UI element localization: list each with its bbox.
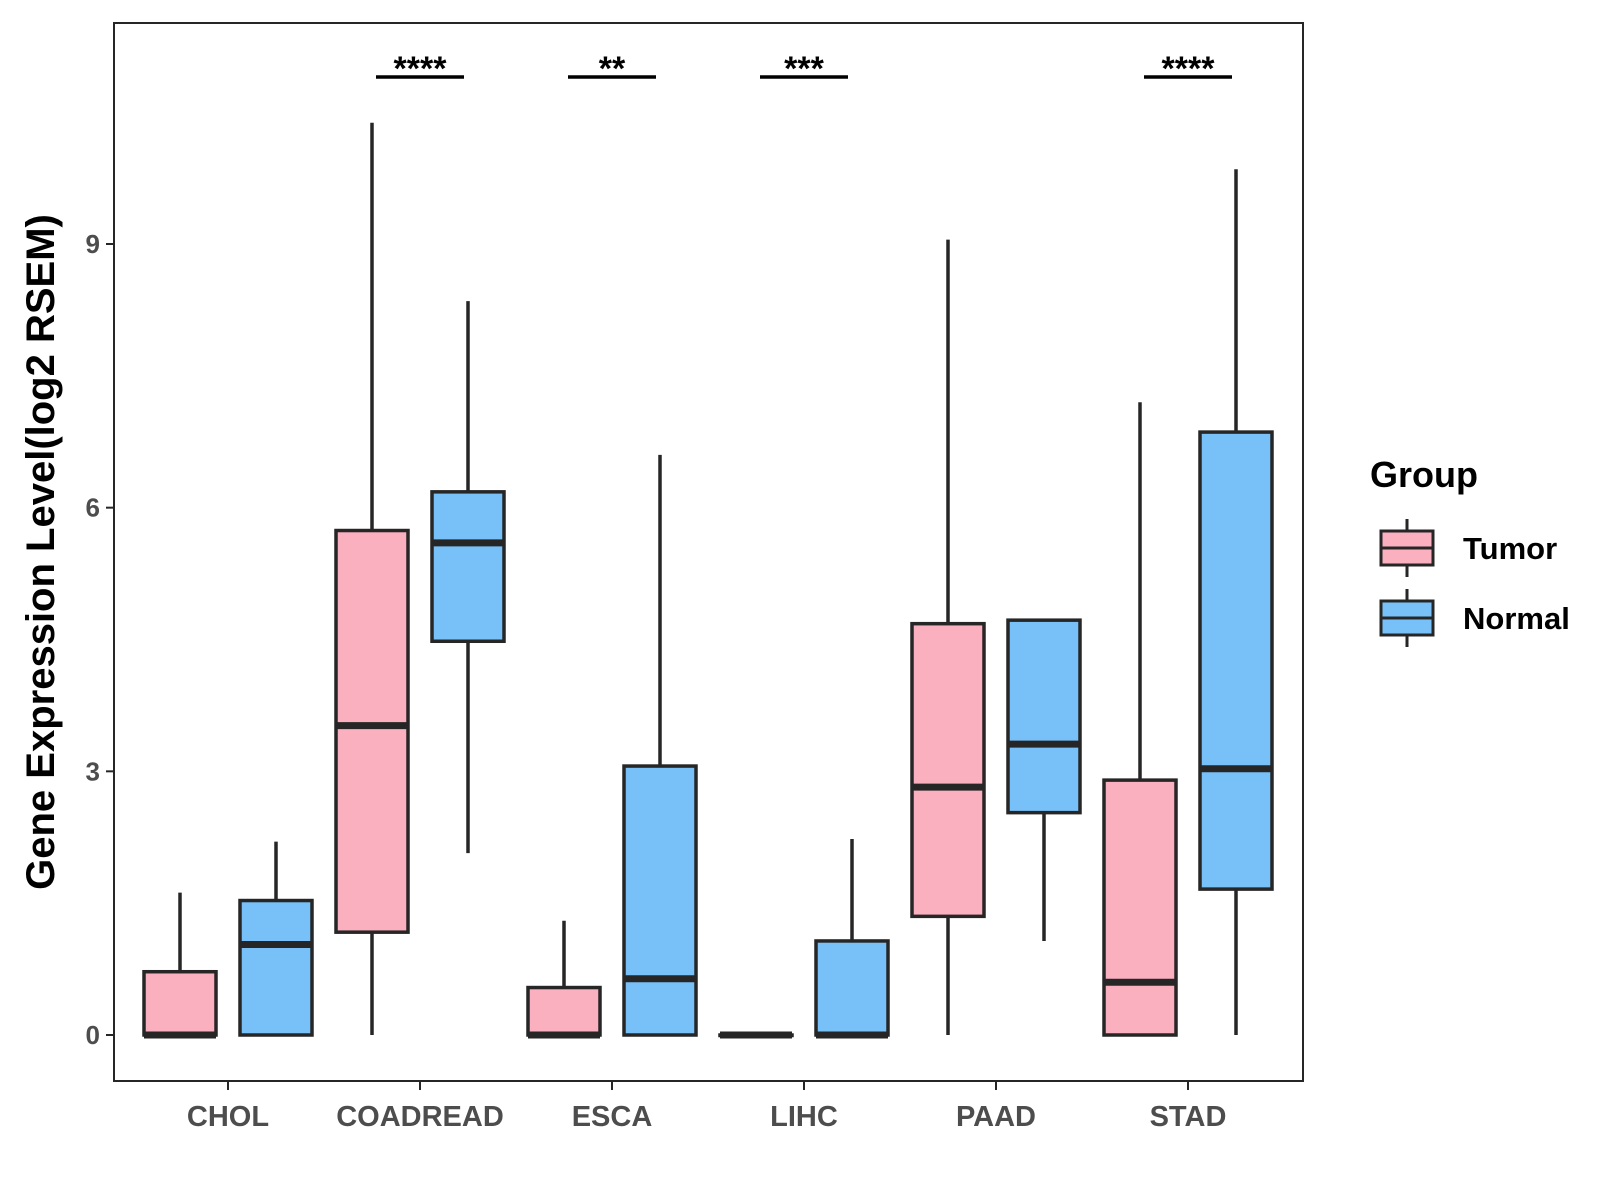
box-tumor-paad: [910, 239, 986, 1035]
plot-panel-border: [113, 22, 1304, 1082]
x-tick-label: LIHC: [770, 1101, 838, 1133]
significance-lihc: ***: [760, 50, 848, 88]
x-tick-label: STAD: [1150, 1101, 1227, 1133]
significance-label: ****: [1162, 50, 1216, 88]
y-axis-title: Gene Expression Level(log2 RSEM): [19, 214, 63, 890]
box-normal-lihc: [814, 839, 890, 1039]
y-tick-label: 0: [86, 1020, 100, 1050]
box-iqr: [430, 490, 506, 644]
x-tick-label: PAAD: [956, 1101, 1036, 1133]
box-tumor-coadread: [334, 122, 410, 1035]
legend-item-tumor: Tumor: [1379, 519, 1557, 577]
box-iqr: [910, 621, 986, 919]
y-tick-label: 3: [86, 756, 100, 786]
box-iqr: [1198, 430, 1274, 891]
x-tick-label: CHOL: [187, 1101, 269, 1133]
box-tumor-stad: [1102, 402, 1178, 1037]
box-iqr: [238, 898, 314, 1037]
y-tick-label: 6: [86, 493, 100, 523]
legend-title: Group: [1370, 454, 1478, 495]
box-iqr: [142, 969, 218, 1037]
box-tumor-chol: [142, 892, 218, 1039]
box-iqr: [622, 764, 698, 1037]
box-iqr: [814, 939, 890, 1037]
box-normal-coadread: [430, 301, 506, 854]
box-tumor-lihc: [718, 1031, 794, 1039]
box-iqr: [1102, 778, 1178, 1037]
box-iqr: [1006, 618, 1082, 815]
box-iqr: [526, 985, 602, 1037]
box-normal-chol: [238, 841, 314, 1037]
y-axis: 0 3 6 9: [86, 229, 114, 1050]
box-normal-esca: [622, 454, 698, 1037]
x-tick-label: COADREAD: [336, 1101, 504, 1133]
significance-label: ****: [394, 50, 448, 88]
box-normal-stad: [1198, 169, 1274, 1035]
x-tick-label: ESCA: [572, 1101, 653, 1133]
significance-stad: ****: [1144, 50, 1232, 88]
x-axis: CHOL COADREAD ESCA LIHC PAAD STAD: [187, 1081, 1226, 1133]
plot-marks: **** ** *** ****: [142, 50, 1274, 1039]
significance-coadread: ****: [376, 50, 464, 88]
legend: Group Tumor Normal: [1370, 454, 1570, 647]
box-tumor-esca: [526, 920, 602, 1039]
significance-esca: **: [568, 50, 656, 88]
y-tick-label: 9: [86, 229, 100, 259]
legend-label: Tumor: [1463, 531, 1557, 566]
legend-item-normal: Normal: [1379, 589, 1570, 647]
box-iqr: [334, 528, 410, 934]
box-normal-paad: [1006, 618, 1082, 941]
significance-label: **: [599, 50, 626, 88]
legend-label: Normal: [1463, 601, 1570, 636]
significance-label: ***: [784, 50, 824, 88]
